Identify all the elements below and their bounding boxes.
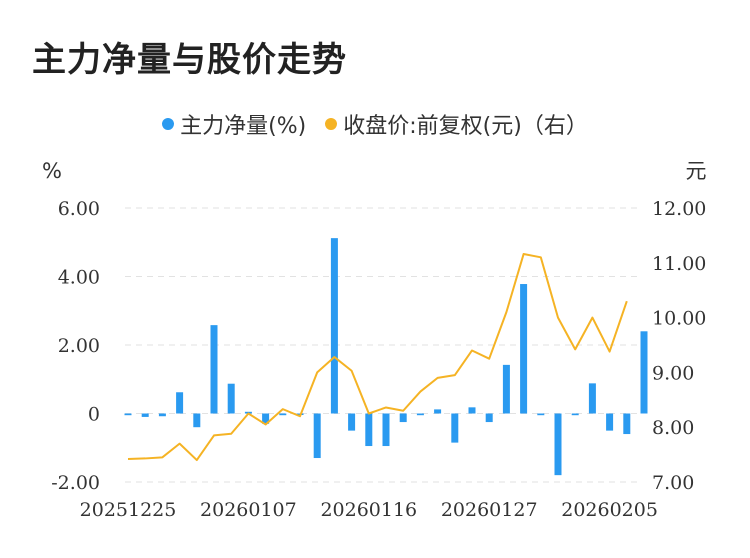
bar xyxy=(588,383,596,414)
bar xyxy=(279,413,287,416)
bar xyxy=(262,413,270,424)
right-tick-label: 7.00 xyxy=(652,472,694,494)
bar xyxy=(451,413,459,443)
legend-item-line[interactable]: 收盘价:前复权(元)（右） xyxy=(325,108,588,140)
bar xyxy=(210,325,218,414)
right-axis-unit: 元 xyxy=(686,159,707,183)
bar xyxy=(468,407,476,414)
legend: 主力净量(%) 收盘价:前复权(元)（右） xyxy=(0,108,750,140)
bar xyxy=(348,413,356,431)
left-tick-label: 0 xyxy=(88,404,100,426)
right-tick-label: 8.00 xyxy=(652,417,694,439)
bar-series xyxy=(124,238,648,476)
bar xyxy=(141,413,149,417)
right-tick-label: 12.00 xyxy=(652,198,706,220)
legend-bar-label: 主力净量(%) xyxy=(180,114,307,139)
bar xyxy=(485,413,493,423)
bar xyxy=(124,413,132,416)
right-tick-label: 10.00 xyxy=(652,308,706,330)
line-series xyxy=(127,253,628,462)
price-line xyxy=(127,253,628,462)
bar xyxy=(227,383,235,414)
x-tick-label: 20260116 xyxy=(320,499,417,521)
legend-bar-swatch xyxy=(162,118,175,130)
left-tick-label: 4.00 xyxy=(58,267,100,289)
bar xyxy=(606,413,614,431)
right-tick-label: 11.00 xyxy=(652,253,706,275)
chart-title: 主力净量与股价走势 xyxy=(32,40,347,80)
axes: -2.00 0 2.00 4.00 6.00 7.00 8.00 9.00 10.00 11.00… xyxy=(42,159,706,521)
left-tick-label: 6.00 xyxy=(58,198,100,220)
bar xyxy=(330,238,338,414)
left-tick-label: 2.00 xyxy=(58,335,100,357)
bar xyxy=(176,392,184,414)
bar xyxy=(623,413,631,435)
legend-line-swatch xyxy=(325,118,338,130)
left-axis-unit: % xyxy=(42,159,62,183)
bar xyxy=(554,413,562,476)
bar xyxy=(640,331,648,414)
bar xyxy=(313,413,321,459)
bar xyxy=(537,413,545,416)
right-tick-label: 9.00 xyxy=(652,362,694,384)
bar xyxy=(571,413,579,416)
bar xyxy=(365,413,373,447)
x-tick-label: 20251225 xyxy=(80,499,177,521)
bar xyxy=(416,413,424,416)
bar xyxy=(399,413,407,423)
left-tick-label: -2.00 xyxy=(51,472,100,494)
x-tick-label: 20260205 xyxy=(561,499,658,521)
bar xyxy=(520,284,528,414)
bar xyxy=(502,364,510,414)
x-tick-label: 20260127 xyxy=(441,499,538,521)
x-tick-label: 20260107 xyxy=(200,499,297,521)
legend-line-label: 收盘价:前复权(元)（右） xyxy=(343,114,588,139)
bar xyxy=(434,409,442,414)
bar xyxy=(158,413,166,417)
bar xyxy=(193,413,201,428)
legend-item-bar[interactable]: 主力净量(%) xyxy=(162,108,306,140)
bar xyxy=(382,413,390,447)
